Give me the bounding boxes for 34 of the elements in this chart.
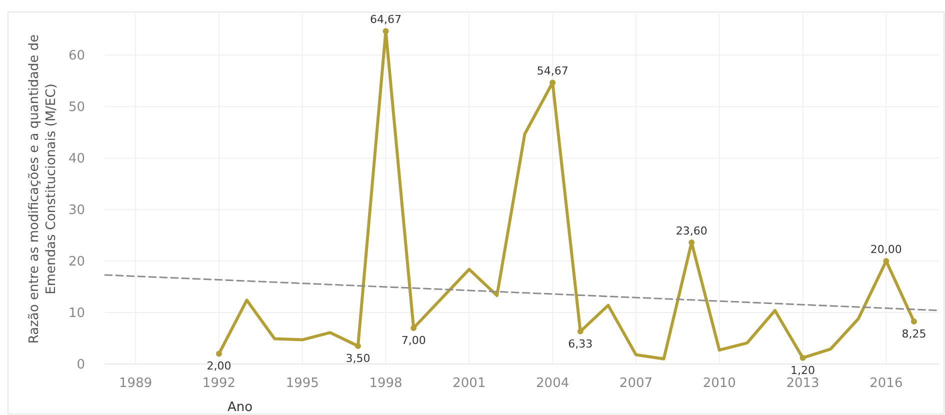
data-label: 54,67	[536, 64, 568, 78]
x-tick-label: 2016	[870, 376, 903, 391]
x-tick-label: 1992	[202, 376, 236, 391]
y-tick-label: 0	[76, 358, 85, 373]
x-tick-label: 1998	[369, 376, 402, 391]
point	[800, 354, 806, 361]
data-label: 20,00	[870, 243, 902, 256]
y-tick-label: 20	[68, 254, 85, 270]
point	[216, 350, 222, 357]
y-tick-label: 30	[68, 203, 85, 218]
x-tick-label: 2001	[452, 376, 486, 391]
data-label: 6,33	[568, 337, 593, 350]
x-tick-label: 2013	[786, 376, 820, 391]
x-tick-label: 2004	[536, 376, 570, 391]
y-tick-label: 10	[68, 306, 85, 322]
x-tick-label: 2010	[702, 376, 736, 391]
point	[354, 342, 361, 349]
x-tick-label: 2007	[619, 376, 653, 391]
data-label: 64,67	[370, 13, 402, 26]
point	[550, 80, 556, 86]
data-label: 23,60	[676, 224, 708, 238]
y-axis-title: Razão entre as modificações e a quantidade de Emendas Constitucionais (M/EC)	[27, 34, 59, 344]
y-tick-label: 50	[68, 100, 85, 116]
data-label: 8,25	[902, 328, 926, 341]
y-tick-label: 40	[68, 152, 85, 167]
data-label: 1,20	[790, 364, 816, 377]
data-label: 3,50	[346, 352, 370, 365]
point	[910, 318, 917, 325]
x-axis-title: Ano	[227, 400, 253, 415]
x-tick-label: 1989	[119, 376, 152, 391]
x-tick-label: 1995	[286, 376, 319, 391]
y-tick-label: 60	[68, 48, 85, 64]
data-label: 2,00	[206, 360, 232, 373]
data-label: 7,00	[401, 334, 426, 347]
